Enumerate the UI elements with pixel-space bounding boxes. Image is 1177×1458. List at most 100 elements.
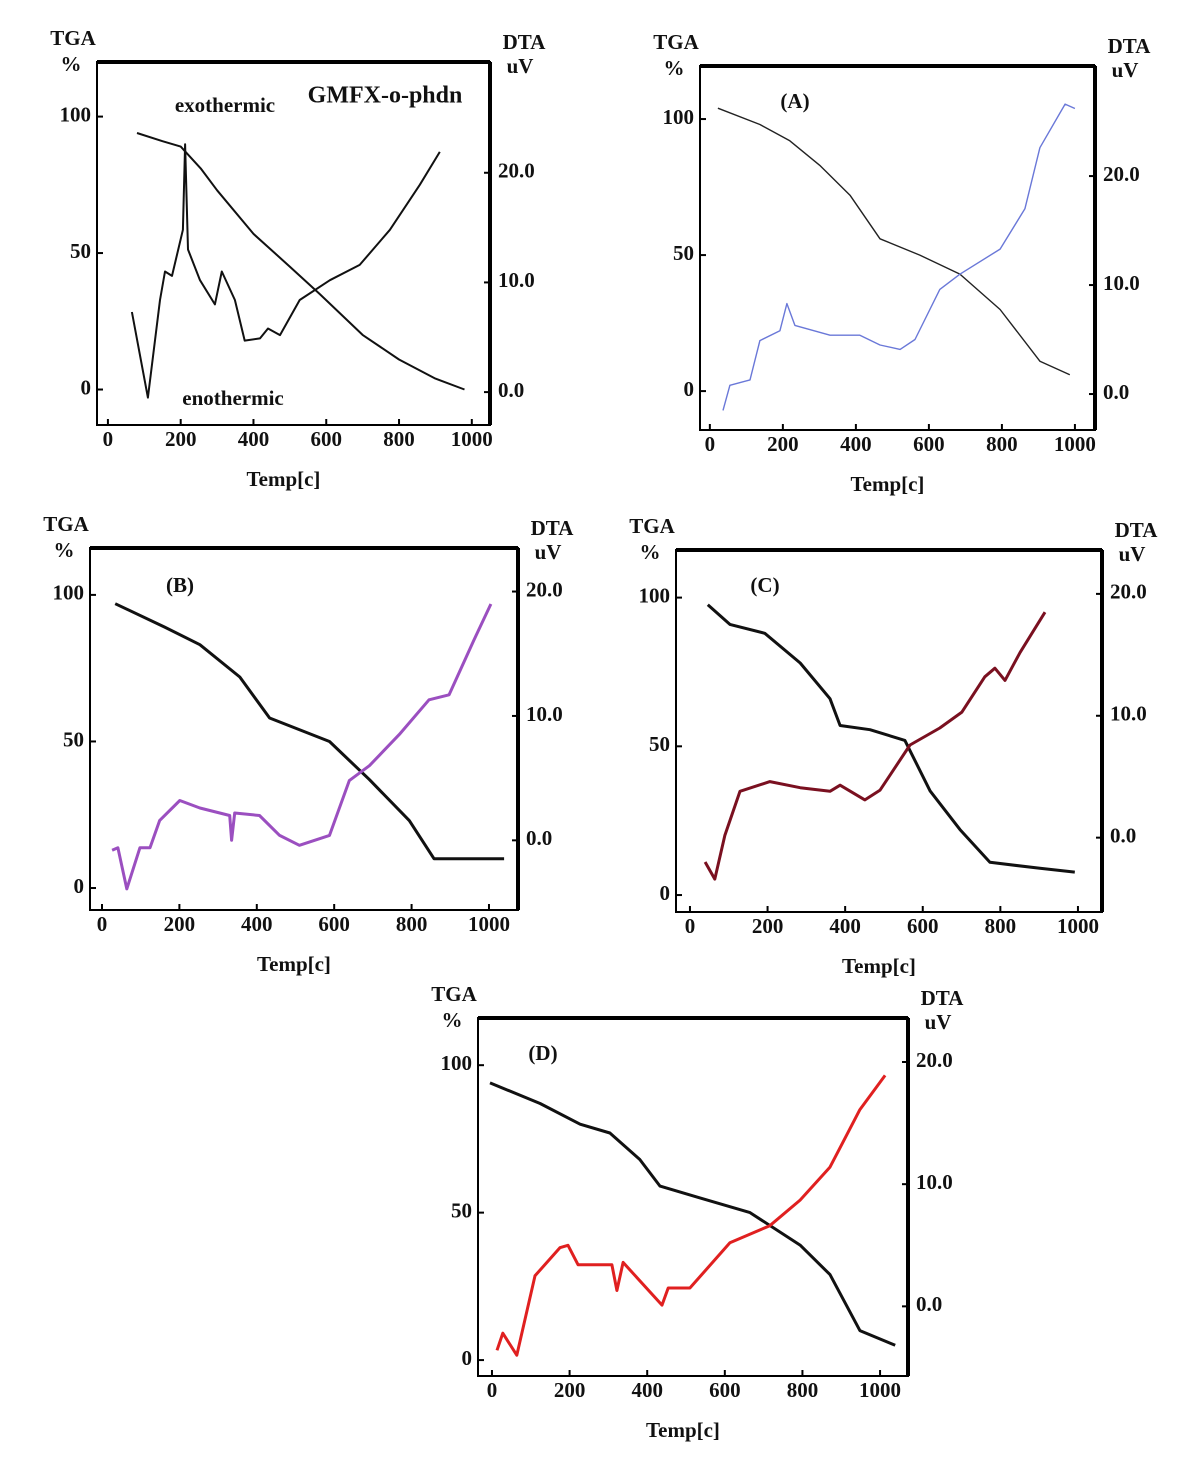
x-tick-label: 0: [97, 912, 108, 936]
x-tick-label: 1000: [468, 912, 510, 936]
x-tick-label: 400: [840, 432, 872, 456]
tga-line: [136, 132, 465, 391]
y2-axis-unit: uV: [535, 540, 562, 564]
y2-tick-label: 0.0: [1110, 823, 1136, 847]
y-tick-label: 0: [74, 874, 85, 898]
dta-line: [703, 611, 1047, 881]
y2-tick-label: 10.0: [916, 1170, 953, 1194]
x-tick-label: 400: [829, 914, 861, 938]
y2-axis-label: DTA: [1115, 518, 1159, 542]
y-tick-label: 50: [673, 241, 694, 265]
y2-axis-label: DTA: [531, 516, 575, 540]
chart-title: (A): [780, 89, 809, 113]
x-tick-label: 600: [318, 912, 350, 936]
x-tick-label: 400: [631, 1378, 663, 1402]
x-tick-label: 200: [752, 914, 784, 938]
y2-tick-label: 20.0: [1110, 580, 1147, 604]
y2-tick-label: 10.0: [1103, 271, 1140, 295]
dta-line: [111, 603, 493, 891]
y2-tick-label: 0.0: [916, 1292, 942, 1316]
x-axis-label: Temp[c]: [247, 467, 321, 491]
x-tick-label: 800: [986, 432, 1018, 456]
y-tick-label: 100: [60, 102, 92, 126]
y-tick-label: 50: [451, 1198, 472, 1222]
annotation: enothermic: [182, 386, 283, 410]
x-tick-label: 200: [554, 1378, 586, 1402]
x-tick-label: 600: [709, 1378, 741, 1402]
y2-tick-label: 0.0: [1103, 380, 1129, 404]
x-axis-label: Temp[c]: [842, 954, 916, 978]
y2-tick-label: 0.0: [526, 826, 552, 850]
dta-line: [722, 103, 1076, 411]
y-tick-label: 100: [663, 105, 695, 129]
x-tick-label: 1000: [451, 427, 493, 451]
y-tick-label: 0: [81, 375, 92, 399]
plot-frame: [699, 65, 1096, 431]
chart-title: (C): [750, 573, 779, 597]
y2-axis-unit: uV: [925, 1010, 952, 1034]
x-tick-label: 1000: [859, 1378, 901, 1402]
dta-line: [130, 143, 441, 399]
y2-tick-label: 20.0: [916, 1048, 953, 1072]
tga-line: [717, 107, 1071, 376]
x-tick-label: 0: [103, 427, 114, 451]
y2-axis-label: DTA: [503, 30, 547, 54]
x-tick-label: 0: [685, 914, 696, 938]
tga-line: [114, 602, 505, 861]
y2-axis-label: DTA: [921, 986, 965, 1010]
x-axis-label: Temp[c]: [851, 472, 925, 496]
y2-axis-unit: uV: [1112, 58, 1139, 82]
y-tick-label: 100: [53, 581, 85, 605]
x-tick-label: 600: [311, 427, 343, 451]
x-tick-label: 800: [396, 912, 428, 936]
x-tick-label: 800: [383, 427, 415, 451]
y2-tick-label: 10.0: [498, 268, 535, 292]
y2-tick-label: 20.0: [1103, 162, 1140, 186]
y-axis-unit: %: [54, 538, 75, 562]
x-axis-label: Temp[c]: [257, 952, 331, 976]
y2-tick-label: 10.0: [1110, 702, 1147, 726]
x-tick-label: 600: [913, 432, 945, 456]
y2-axis-unit: uV: [1119, 542, 1146, 566]
x-tick-label: 0: [705, 432, 716, 456]
plot-frame: [89, 547, 519, 911]
tga-line: [706, 603, 1075, 874]
x-tick-label: 1000: [1054, 432, 1096, 456]
y-axis-label: TGA: [431, 982, 477, 1006]
y2-tick-label: 20.0: [526, 577, 563, 601]
y2-axis-label: DTA: [1108, 34, 1152, 58]
y-axis-label: TGA: [50, 26, 96, 50]
y2-tick-label: 20.0: [498, 159, 535, 183]
y-axis-label: TGA: [629, 514, 675, 538]
y-axis-unit: %: [442, 1008, 463, 1032]
chart-title: (B): [166, 573, 194, 597]
x-tick-label: 400: [238, 427, 270, 451]
y-axis-unit: %: [640, 540, 661, 564]
y-tick-label: 50: [70, 239, 91, 263]
tga-line: [489, 1081, 896, 1347]
y-axis-label: TGA: [653, 30, 699, 54]
y2-tick-label: 0.0: [498, 378, 524, 402]
dta-line: [495, 1074, 887, 1357]
y-tick-label: 0: [462, 1346, 473, 1370]
x-tick-label: 200: [767, 432, 799, 456]
x-tick-label: 800: [985, 914, 1017, 938]
chart-title: GMFX-o-phdn: [308, 83, 463, 109]
y-tick-label: 100: [441, 1051, 473, 1075]
y-tick-label: 0: [684, 377, 695, 401]
annotation: exothermic: [175, 93, 275, 117]
y-axis-unit: %: [664, 56, 685, 80]
chart-title: (D): [528, 1041, 557, 1065]
y-tick-label: 100: [639, 583, 671, 607]
plot-frame: [675, 549, 1103, 913]
x-tick-label: 200: [164, 912, 196, 936]
y-tick-label: 0: [660, 881, 671, 905]
x-tick-label: 600: [907, 914, 939, 938]
x-tick-label: 0: [487, 1378, 498, 1402]
y2-tick-label: 10.0: [526, 702, 563, 726]
y-tick-label: 50: [649, 732, 670, 756]
y-tick-label: 50: [63, 727, 84, 751]
x-axis-label: Temp[c]: [646, 1418, 720, 1442]
y-axis-label: TGA: [43, 512, 89, 536]
